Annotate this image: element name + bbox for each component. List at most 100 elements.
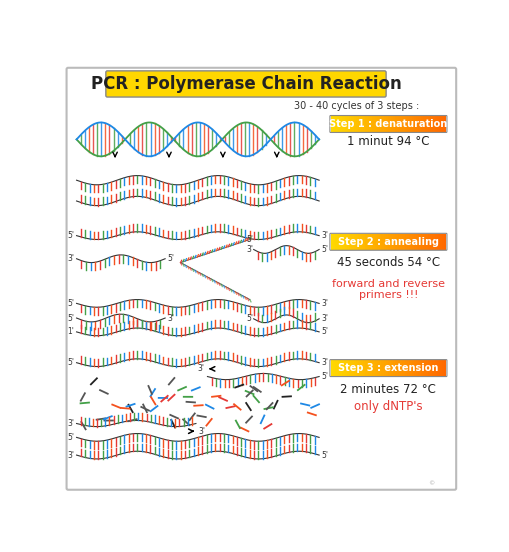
Bar xyxy=(397,234,399,250)
Bar xyxy=(367,360,369,376)
Bar xyxy=(376,116,379,132)
Bar xyxy=(411,116,413,132)
Bar xyxy=(399,234,402,250)
Bar xyxy=(415,360,418,376)
Bar xyxy=(397,116,399,132)
Bar xyxy=(422,116,425,132)
Bar xyxy=(330,116,332,132)
Text: 3': 3' xyxy=(198,427,205,436)
Bar xyxy=(337,234,340,250)
Bar xyxy=(381,360,383,376)
Bar xyxy=(438,116,441,132)
Bar xyxy=(425,234,427,250)
Bar xyxy=(402,234,404,250)
Bar xyxy=(411,234,413,250)
Bar xyxy=(388,116,390,132)
Bar xyxy=(402,116,404,132)
Bar xyxy=(390,234,392,250)
Text: 5': 5' xyxy=(320,450,327,460)
Bar xyxy=(337,116,340,132)
Bar xyxy=(367,234,369,250)
Bar xyxy=(334,116,337,132)
Bar xyxy=(334,360,337,376)
Bar xyxy=(330,360,332,376)
Text: ©: © xyxy=(427,482,433,487)
Text: 5': 5' xyxy=(320,327,327,336)
FancyBboxPatch shape xyxy=(106,71,385,97)
Bar xyxy=(374,234,376,250)
Bar xyxy=(353,234,355,250)
Bar xyxy=(383,234,385,250)
Bar xyxy=(392,116,394,132)
Text: forward and reverse
primers !!!: forward and reverse primers !!! xyxy=(331,279,444,300)
Bar xyxy=(353,360,355,376)
Bar xyxy=(362,234,364,250)
Bar xyxy=(413,360,415,376)
Bar xyxy=(404,116,406,132)
Text: 3': 3' xyxy=(320,299,327,308)
Bar xyxy=(427,234,429,250)
Bar xyxy=(411,360,413,376)
Bar xyxy=(358,360,360,376)
Bar xyxy=(340,360,342,376)
Bar xyxy=(394,116,397,132)
Text: 5': 5' xyxy=(320,372,327,381)
Bar xyxy=(408,116,411,132)
Bar xyxy=(385,116,388,132)
Bar xyxy=(436,116,438,132)
Text: 5': 5' xyxy=(320,245,327,254)
Bar xyxy=(392,234,394,250)
Bar xyxy=(349,234,351,250)
Text: PCR : Polymerase Chain Reaction: PCR : Polymerase Chain Reaction xyxy=(91,75,401,93)
Bar xyxy=(441,360,443,376)
Bar xyxy=(351,234,353,250)
Bar xyxy=(427,116,429,132)
Bar xyxy=(415,116,418,132)
Text: 5': 5' xyxy=(246,235,253,244)
Bar xyxy=(349,360,351,376)
Bar xyxy=(346,234,349,250)
Bar xyxy=(406,116,408,132)
Bar xyxy=(355,360,358,376)
Bar xyxy=(372,234,374,250)
Bar xyxy=(432,234,434,250)
Text: 3': 3' xyxy=(246,245,253,254)
Bar xyxy=(441,234,443,250)
Text: 5': 5' xyxy=(67,358,74,367)
Text: 1 minut 94 °C: 1 minut 94 °C xyxy=(347,135,429,148)
Bar xyxy=(388,360,390,376)
Bar xyxy=(364,360,367,376)
Bar xyxy=(394,360,397,376)
Bar xyxy=(438,360,441,376)
Text: 3': 3' xyxy=(67,450,74,460)
Bar xyxy=(349,116,351,132)
Bar xyxy=(369,234,372,250)
Bar xyxy=(385,360,388,376)
Bar xyxy=(372,360,374,376)
Bar xyxy=(362,116,364,132)
Bar xyxy=(364,116,367,132)
Bar xyxy=(425,360,427,376)
Bar xyxy=(399,360,402,376)
Bar xyxy=(346,116,349,132)
Text: 30 - 40 cycles of 3 steps :: 30 - 40 cycles of 3 steps : xyxy=(293,101,418,112)
Bar xyxy=(385,234,388,250)
Bar xyxy=(340,234,342,250)
Bar xyxy=(332,234,334,250)
Bar xyxy=(364,234,367,250)
Bar xyxy=(383,116,385,132)
Bar xyxy=(425,116,427,132)
Text: 3': 3' xyxy=(320,314,327,323)
Bar xyxy=(376,234,379,250)
Bar xyxy=(438,234,441,250)
Text: 45 seconds 54 °C: 45 seconds 54 °C xyxy=(336,256,439,269)
Bar xyxy=(432,116,434,132)
Bar xyxy=(344,360,346,376)
Bar xyxy=(340,116,342,132)
Bar xyxy=(334,234,337,250)
Bar xyxy=(381,234,383,250)
Bar xyxy=(408,360,411,376)
Bar xyxy=(443,360,445,376)
Bar xyxy=(332,360,334,376)
Bar xyxy=(415,234,418,250)
